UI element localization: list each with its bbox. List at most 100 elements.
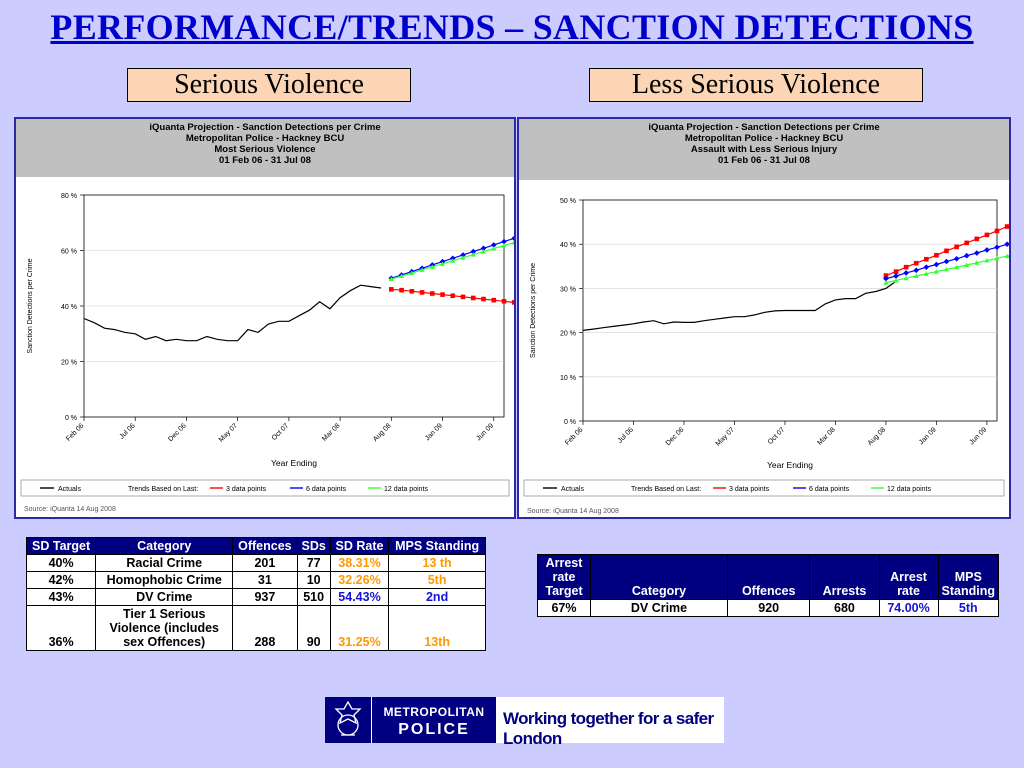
data-point <box>1004 253 1009 259</box>
data-point <box>480 245 487 252</box>
data-point <box>409 270 415 275</box>
x-tick-label: Jun 09 <box>968 426 988 446</box>
table-cell: 31.25% <box>329 605 390 651</box>
legend-label: 6 data points <box>809 486 850 493</box>
x-axis-title: Year Ending <box>271 458 317 468</box>
y-tick-label: 40 % <box>560 242 576 249</box>
data-point <box>429 264 435 269</box>
x-tick-label: Mar 08 <box>321 422 341 442</box>
x-tick-label: Mar 08 <box>816 426 836 446</box>
table-cell: 77 <box>296 554 331 572</box>
chart-panel-less-serious: iQuanta Projection - Sanction Detections… <box>517 117 1011 519</box>
table-cell: 5th <box>937 599 1000 617</box>
table-cell: Racial Crime <box>95 554 234 572</box>
data-point <box>389 287 394 292</box>
data-point <box>974 236 980 242</box>
data-point <box>994 255 1000 261</box>
data-point <box>974 260 980 265</box>
data-point <box>388 276 394 282</box>
data-point <box>994 228 1000 234</box>
col-header: SDs <box>296 537 331 555</box>
data-point <box>460 252 466 258</box>
data-point <box>399 273 405 279</box>
table-cell: 937 <box>232 588 298 606</box>
x-tick-label: Oct 07 <box>767 426 787 446</box>
data-point <box>429 291 435 296</box>
data-point <box>883 275 889 282</box>
table-cell: 10 <box>296 571 331 589</box>
data-point <box>964 240 970 246</box>
legend-label: 3 data points <box>729 486 770 493</box>
chart-panel-serious: iQuanta Projection - Sanction Detections… <box>14 117 516 519</box>
chart-less-serious-violence: iQuanta Projection - Sanction Detections… <box>519 119 1009 515</box>
data-point <box>450 293 456 299</box>
table-cell: 67% <box>537 599 591 617</box>
chart-title-line: iQuanta Projection - Sanction Detections… <box>149 122 380 133</box>
data-point <box>903 264 909 270</box>
y-tick-label: 20 % <box>560 331 576 338</box>
data-point <box>1004 241 1009 247</box>
data-point <box>883 273 889 278</box>
col-header: Arrest rate Target <box>537 554 591 600</box>
data-point <box>511 300 514 305</box>
data-point <box>893 277 899 283</box>
data-point <box>954 244 959 250</box>
data-point <box>419 267 425 272</box>
legend-label: 6 data points <box>306 486 347 493</box>
y-axis-title: Sanction Detections per Crime <box>27 258 34 353</box>
data-point <box>984 247 990 253</box>
y-axis-title: Sanction Detections per Crime <box>530 263 537 358</box>
data-point <box>984 232 990 238</box>
series-line-actuals <box>83 284 382 342</box>
data-point <box>460 255 466 260</box>
y-tick-label: 80 % <box>61 193 77 200</box>
table-cell: Tier 1 Serious Violence (includes sex Of… <box>95 605 234 651</box>
y-tick-label: 60 % <box>61 249 77 256</box>
x-tick-label: Dec 06 <box>167 422 188 443</box>
y-tick-label: 10 % <box>560 375 576 382</box>
table-cell: 510 <box>296 588 331 606</box>
x-tick-label: Jun 09 <box>475 422 495 442</box>
table-cell: 36% <box>25 605 97 651</box>
data-point <box>470 248 477 255</box>
data-point <box>893 273 899 279</box>
data-point <box>974 250 980 256</box>
data-point <box>481 249 487 254</box>
legend-label: 12 data points <box>384 486 428 493</box>
table-row: 67% DV Crime 920 680 74.00% 5th <box>537 599 1000 617</box>
legend-box <box>20 479 510 497</box>
table-cell: 42% <box>25 571 97 589</box>
legend-label: Trends Based on Last: <box>128 486 198 493</box>
legend-label: 12 data points <box>887 486 931 493</box>
sd-table: SD Target Category Offences SDs SD Rate … <box>25 537 486 651</box>
legend-label: Actuals <box>561 486 584 493</box>
data-point <box>944 266 950 272</box>
col-header: Offences <box>232 537 298 555</box>
data-point <box>511 235 514 241</box>
x-axis-title: Year Ending <box>767 460 813 470</box>
x-tick-label: Jul 06 <box>617 426 635 444</box>
data-point <box>984 258 990 263</box>
data-point <box>501 238 507 245</box>
data-point <box>913 273 919 279</box>
data-point <box>934 252 939 258</box>
data-point <box>953 255 960 262</box>
col-header: Category <box>95 537 234 555</box>
table-row: 40% Racial Crime 201 77 38.31% 13 th <box>25 554 486 572</box>
crest-icon <box>325 697 371 743</box>
series-line-actuals <box>582 280 897 331</box>
x-tick-label: Oct 07 <box>271 422 291 442</box>
col-header: MPS Standing <box>937 554 1000 600</box>
x-tick-label: Jan 09 <box>918 426 938 446</box>
data-point <box>963 252 970 259</box>
met-police-wordmark: METROPOLITAN POLICE <box>372 697 496 743</box>
chart-title-line: 01 Feb 06 - 31 Jul 08 <box>219 155 311 166</box>
x-tick-label: Dec 06 <box>665 426 686 447</box>
data-point <box>511 240 514 245</box>
logo-line-1: METROPOLITAN <box>383 705 485 719</box>
data-point <box>964 262 970 267</box>
col-header: Arrest rate <box>878 554 939 600</box>
chart-title-line: Metropolitan Police - Hackney BCU <box>186 133 345 144</box>
table-cell: 288 <box>232 605 298 651</box>
table-cell: 201 <box>232 554 298 572</box>
